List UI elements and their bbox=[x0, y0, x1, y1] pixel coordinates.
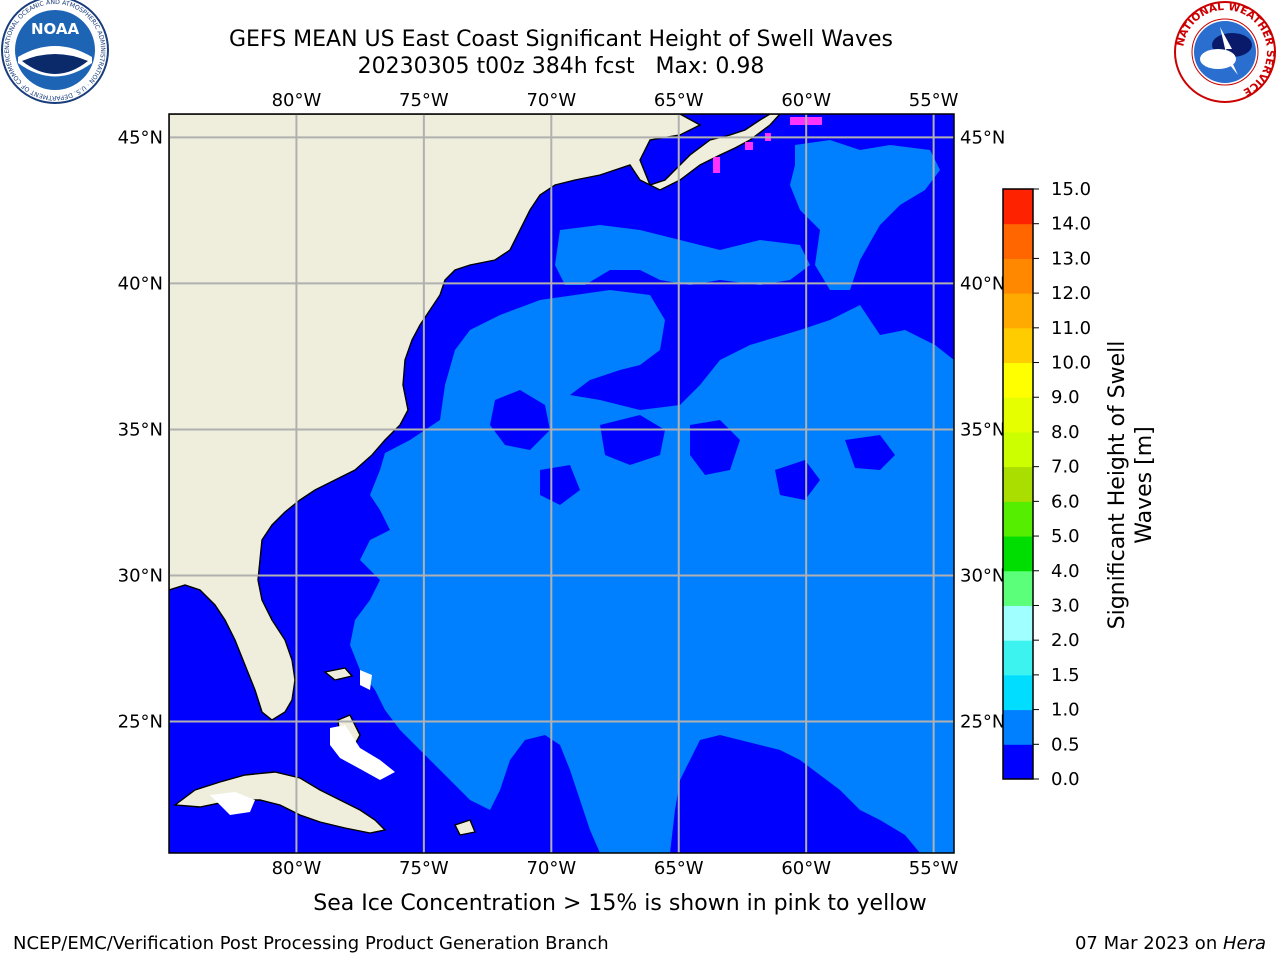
lat-label-left: 25°N bbox=[118, 712, 163, 733]
shallow-bank-3 bbox=[210, 792, 255, 815]
colorbar-tick-label: 7.0 bbox=[1051, 457, 1080, 478]
lat-label-right: 45°N bbox=[960, 127, 1005, 148]
lon-label-bottom: 80°W bbox=[272, 858, 322, 879]
swell-patch-dark-4 bbox=[775, 460, 820, 500]
colorbar-segment bbox=[1003, 570, 1033, 606]
lon-label-top: 60°W bbox=[781, 90, 831, 111]
colorbar-segment bbox=[1003, 258, 1033, 294]
colorbar-tick-label: 6.0 bbox=[1051, 491, 1080, 512]
colorbar-tick-label: 2.0 bbox=[1051, 630, 1080, 651]
lat-label-right: 40°N bbox=[960, 273, 1005, 294]
lat-label-left: 45°N bbox=[118, 127, 163, 148]
colorbar-segment bbox=[1003, 709, 1033, 745]
colorbar-tick-label: 0.5 bbox=[1051, 734, 1080, 755]
lat-label-right: 30°N bbox=[960, 566, 1005, 587]
colorbar-segment bbox=[1003, 293, 1033, 329]
lat-labels-right: 45°N 40°N 35°N 30°N 25°N bbox=[960, 127, 1005, 732]
sea-ice-mark bbox=[713, 157, 720, 173]
colorbar-frame bbox=[1002, 188, 1034, 780]
colorbar-segment bbox=[1003, 223, 1033, 259]
footer-date: 07 Mar 2023 on Hera bbox=[1075, 933, 1266, 954]
colorbar-tick-label: 1.5 bbox=[1051, 665, 1080, 686]
sea-ice-mark bbox=[745, 142, 753, 150]
lat-label-left: 40°N bbox=[118, 273, 163, 294]
lat-label-right: 35°N bbox=[960, 419, 1005, 440]
colorbar-tick-label: 9.0 bbox=[1051, 387, 1080, 408]
colorbar-segment bbox=[1003, 397, 1033, 433]
lon-labels-bottom: 80°W 75°W 70°W 65°W 60°W 55°W bbox=[272, 858, 959, 879]
colorbar-label-line2: Waves [m] bbox=[1132, 426, 1157, 543]
colorbar-segment bbox=[1003, 327, 1033, 364]
colorbar-label-line1: Significant Height of Swell bbox=[1105, 341, 1130, 630]
colorbar-segment bbox=[1003, 674, 1033, 711]
colorbar-tick-label: 12.0 bbox=[1051, 283, 1091, 304]
colorbar-segment bbox=[1003, 501, 1033, 537]
colorbar: 0.0 0.5 1.0 1.5 2.0 3.0 4.0 5.0 6.0 7.0 8.0 9.0 10.0… bbox=[1002, 179, 1091, 790]
colorbar-segment bbox=[1003, 640, 1033, 676]
colorbar-segment bbox=[1003, 605, 1033, 641]
noaa-logo: NATIONAL OCEANIC AND ATMOSPHERIC ADMINIS… bbox=[1, 0, 109, 104]
colorbar-tick-label: 15.0 bbox=[1051, 179, 1091, 200]
colorbar-tick-label: 5.0 bbox=[1051, 526, 1080, 547]
gridlines bbox=[169, 114, 954, 853]
colorbar-tick-label: 14.0 bbox=[1051, 214, 1091, 235]
colorbar-tick-label: 4.0 bbox=[1051, 561, 1080, 582]
colorbar-tick-label: 8.0 bbox=[1051, 422, 1080, 443]
map-area bbox=[169, 114, 954, 853]
swell-patch-dark-5 bbox=[845, 435, 895, 470]
swell-region-east bbox=[790, 140, 940, 290]
colorbar-tick-label: 13.0 bbox=[1051, 248, 1091, 269]
lat-labels-left: 45°N 40°N 35°N 30°N 25°N bbox=[118, 127, 163, 732]
swell-patch-dark-1 bbox=[490, 390, 550, 450]
lon-labels-top: 80°W 75°W 70°W 65°W 60°W 55°W bbox=[272, 90, 959, 111]
lon-label-top: 70°W bbox=[526, 90, 576, 111]
shallow-bank bbox=[330, 725, 395, 780]
colorbar-segment bbox=[1003, 362, 1033, 398]
land-grand-bahama bbox=[323, 667, 354, 681]
lon-label-top: 55°W bbox=[909, 90, 959, 111]
land-hispaniola bbox=[454, 819, 476, 836]
footer-date-text: 07 Mar 2023 on bbox=[1074, 933, 1223, 954]
colorbar-tick-label: 3.0 bbox=[1051, 595, 1080, 616]
colorbar-tick-label: 10.0 bbox=[1051, 353, 1091, 374]
lon-label-bottom: 60°W bbox=[781, 858, 831, 879]
noaa-logo-text: NOAA bbox=[31, 20, 80, 38]
lon-label-bottom: 75°W bbox=[399, 858, 449, 879]
map-title: GEFS MEAN US East Coast Significant Heig… bbox=[228, 27, 894, 52]
land-north-america bbox=[169, 114, 781, 721]
colorbar-tick-label: 0.0 bbox=[1051, 769, 1080, 790]
lon-label-bottom: 70°W bbox=[526, 858, 576, 879]
lat-label-left: 35°N bbox=[118, 419, 163, 440]
sea-ice-note: Sea Ice Concentration > 15% is shown in … bbox=[313, 891, 927, 916]
swell-region-north bbox=[555, 225, 810, 285]
lat-label-right: 25°N bbox=[960, 712, 1005, 733]
swell-patch-dark-3 bbox=[690, 420, 740, 475]
colorbar-segment bbox=[1003, 744, 1033, 780]
lon-label-top: 80°W bbox=[272, 90, 322, 111]
nws-logo: NATIONAL WEATHER SERVICE bbox=[1174, 1, 1276, 103]
colorbar-tick-label: 1.0 bbox=[1051, 700, 1080, 721]
lat-label-left: 30°N bbox=[118, 566, 163, 587]
colorbar-segment bbox=[1003, 189, 1033, 225]
swell-patch-dark-2 bbox=[600, 415, 665, 465]
map-subtitle: 20230305 t00z 384h fcst Max: 0.98 bbox=[357, 54, 765, 79]
lon-label-bottom: 55°W bbox=[909, 858, 959, 879]
colorbar-tick-label: 11.0 bbox=[1051, 318, 1091, 339]
map-frame bbox=[168, 113, 955, 854]
lon-label-top: 65°W bbox=[654, 90, 704, 111]
colorbar-segment bbox=[1003, 466, 1033, 502]
colorbar-segment bbox=[1003, 536, 1033, 572]
lon-label-bottom: 65°W bbox=[654, 858, 704, 879]
colorbar-segment bbox=[1003, 431, 1033, 468]
shallow-bank-2 bbox=[360, 670, 372, 690]
footer-credit: NCEP/EMC/Verification Post Processing Pr… bbox=[13, 933, 609, 954]
swell-patch-dark-6 bbox=[540, 465, 580, 505]
footer-host: Hera bbox=[1222, 933, 1266, 954]
lon-label-top: 75°W bbox=[399, 90, 449, 111]
